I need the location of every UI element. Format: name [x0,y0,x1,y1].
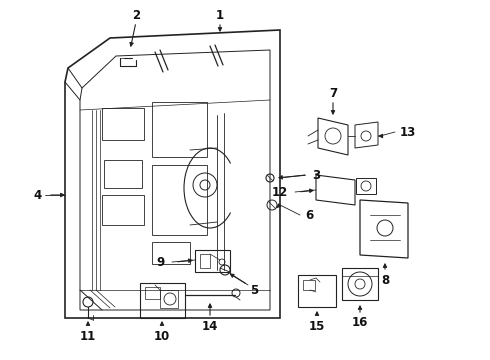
Text: 14: 14 [202,320,218,333]
Text: 3: 3 [312,168,320,181]
Bar [104,160,142,188]
Text: 8: 8 [381,274,389,287]
Text: 16: 16 [352,316,368,329]
Bar [145,287,160,299]
Bar [298,275,336,307]
Text: 1: 1 [216,9,224,22]
Bar [342,268,378,300]
Text: 11: 11 [80,329,96,342]
Text: 12: 12 [272,185,288,198]
Bar [152,102,207,157]
Bar [356,178,376,194]
Bar [102,108,144,140]
Text: 6: 6 [305,208,313,221]
Text: 9: 9 [157,256,165,269]
Bar [152,165,207,235]
Bar [152,242,190,264]
Bar [200,254,210,268]
Bar [303,280,315,290]
Text: 7: 7 [329,86,337,99]
Text: 4: 4 [34,189,42,202]
Bar [102,195,144,225]
Text: 2: 2 [132,9,140,22]
Text: 15: 15 [309,320,325,333]
Text: 5: 5 [250,284,258,297]
Text: 10: 10 [154,329,170,342]
Bar [160,290,178,308]
Text: 13: 13 [400,126,416,139]
Bar [140,283,185,318]
Bar [195,250,230,272]
